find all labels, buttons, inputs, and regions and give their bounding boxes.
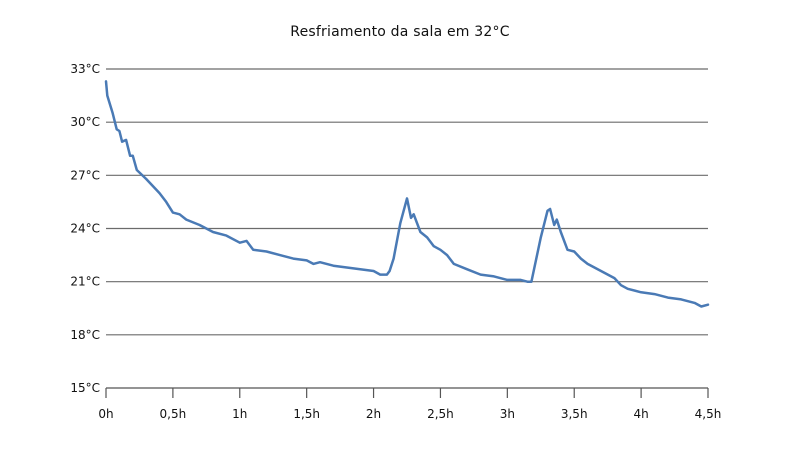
y-tick-label: 27°C: [70, 168, 100, 182]
gridlines: [106, 68, 708, 336]
chart-title: Resfriamento da sala em 32°C: [290, 24, 510, 40]
x-tick-label: 1,5h: [293, 407, 320, 421]
x-tick-label: 0h: [98, 407, 113, 421]
y-tick-label: 21°C: [70, 275, 100, 289]
x-tick-label: 3,5h: [561, 407, 588, 421]
y-tick-label: 30°C: [70, 115, 100, 129]
x-tick-label: 2,5h: [427, 407, 454, 421]
y-axis-labels: 33°C 30°C 27°C 24°C 21°C 18°C 15°C: [70, 62, 100, 395]
x-tick-label: 4,5h: [695, 407, 722, 421]
x-tick-label: 4h: [633, 407, 648, 421]
y-tick-label: 15°C: [70, 381, 100, 395]
x-tick-label: 3h: [500, 407, 515, 421]
x-tick-label: 1h: [232, 407, 247, 421]
y-tick-label: 33°C: [70, 62, 100, 76]
y-tick-label: 24°C: [70, 222, 100, 236]
x-tick-label: 0,5h: [160, 407, 187, 421]
x-axis: 0h 0,5h 1h 1,5h 2h 2,5h 3h 3,5h 4h 4,5h: [98, 387, 722, 421]
x-tick-label: 2h: [366, 407, 381, 421]
y-tick-label: 18°C: [70, 328, 100, 342]
temperature-line: [104, 80, 710, 308]
